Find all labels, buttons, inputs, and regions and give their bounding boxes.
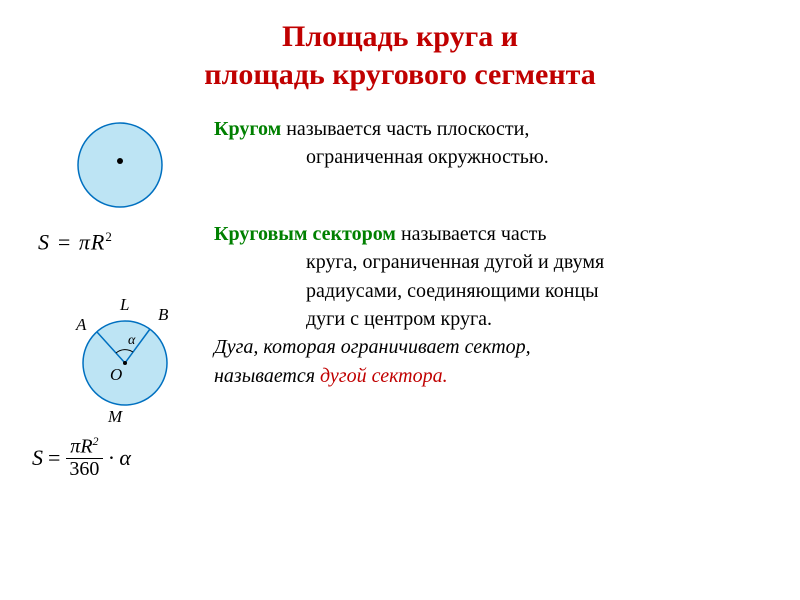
formula1-text: S = πR <box>38 229 105 254</box>
def1-line1: Кругом называется часть плоскости, <box>214 115 770 143</box>
def2-line1: Круговым сектором называется часть <box>214 220 770 248</box>
def1-rest1: называется часть плоскости, <box>281 118 529 140</box>
formula1-sup: 2 <box>105 229 113 244</box>
label-o: O <box>110 365 122 385</box>
def2-italic2-term: дугой сектора. <box>320 365 448 387</box>
center-dot <box>117 158 123 164</box>
content-row: S = πR2 A L B O M α S = πR2 360 · α <box>0 115 800 480</box>
formula2-s: S <box>32 445 43 471</box>
formula-circle-area: S = πR2 <box>38 229 210 255</box>
right-column: Кругом называется часть плоскости, огран… <box>210 115 800 480</box>
definition-circle: Кругом называется часть плоскости, огран… <box>214 115 770 172</box>
def1-term: Кругом <box>214 118 281 140</box>
def2-line3: радиусами, соединяющими концы <box>214 277 770 305</box>
label-alpha: α <box>128 333 135 349</box>
circle-shape <box>78 123 162 207</box>
title-line2: площадь кругового сегмента <box>0 56 800 94</box>
formula2-eq: = <box>48 445 60 471</box>
title-line1: Площадь круга и <box>0 18 800 56</box>
label-a: A <box>76 315 86 335</box>
center-dot-2 <box>123 361 127 365</box>
circle-diagram <box>30 115 210 225</box>
formula2-num: πR2 <box>66 435 102 459</box>
page-title: Площадь круга и площадь кругового сегмен… <box>0 0 800 93</box>
def2-italic2-prefix: называется <box>214 365 320 387</box>
formula2-alpha: · α <box>108 445 131 471</box>
def2-line4: дуги с центром круга. <box>214 305 770 333</box>
formula2-den: 360 <box>65 459 103 480</box>
def2-italic1: Дуга, которая ограничивает сектор, <box>214 333 770 361</box>
def2-line2: круга, ограниченная дугой и двумя <box>214 248 770 276</box>
left-column: S = πR2 A L B O M α S = πR2 360 · α <box>0 115 210 480</box>
def2-rest1: называется часть <box>396 223 547 245</box>
circle-svg <box>30 115 210 225</box>
def1-line2: ограниченная окружностью. <box>214 143 770 171</box>
def2-italic2: называется дугой сектора. <box>214 362 770 390</box>
label-m: M <box>108 407 122 427</box>
label-l: L <box>120 295 129 315</box>
sector-diagram: A L B O M α <box>30 295 210 425</box>
formula2-fraction: πR2 360 <box>65 435 103 480</box>
definition-sector: Круговым сектором называется часть круга… <box>214 220 770 390</box>
def2-term: Круговым сектором <box>214 223 396 245</box>
label-b: B <box>158 305 168 325</box>
formula-sector-area: S = πR2 360 · α <box>32 435 210 480</box>
